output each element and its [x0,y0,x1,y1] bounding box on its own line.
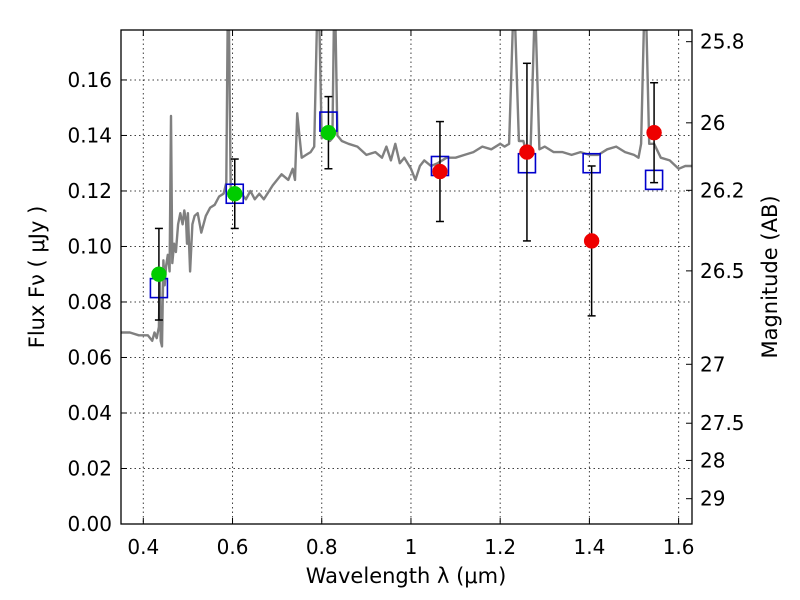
y-tick-label: 0.02 [67,456,112,480]
y-tick-label: 0.16 [67,68,112,92]
y2-tick-label: 28 [700,448,725,472]
y2-tick-label: 26 [700,111,725,135]
y-tick-label: 0.14 [67,123,112,147]
y2-axis-label: Magnitude (AB) [758,195,782,358]
x-tick-label: 1.2 [484,535,516,559]
y-tick-label: 0.04 [67,401,112,425]
data-point [646,124,662,141]
y-tick-label: 0.10 [67,234,112,258]
y2-tick-label: 29 [700,487,725,511]
y-tick-label: 0.08 [67,290,112,314]
y-tick-label: 0.06 [67,345,112,369]
data-point [432,163,448,180]
x-tick-label: 0.4 [127,535,159,559]
grid-lines [121,30,692,525]
spectrum-line [121,30,692,348]
data-point [519,144,535,160]
y-axis-label: Flux Fν ( μJy ) [25,206,49,349]
data-point [227,185,243,202]
data-point [151,266,167,282]
x-tick-label: 0.6 [217,535,249,559]
x-axis-label: Wavelength λ (μm) [306,564,507,588]
x-tick-label: 0.8 [306,535,338,559]
y2-tick-label: 25.8 [700,30,745,54]
plot-area [121,30,692,348]
axes-frame [120,29,693,525]
axis-ticks: 0.4 0.6 0.8 1 1.2 1.4 1.6 0.00 0.02 0.04 0.06 0.08 0… [67,30,744,559]
y2-tick-label: 26.5 [700,259,745,283]
y2-tick-label: 27 [700,352,725,376]
y-tick-label: 0.00 [67,512,112,536]
y2-tick-label: 26.2 [700,178,745,202]
x-tick-label: 1 [405,535,418,559]
x-tick-label: 1.4 [573,535,605,559]
y-tick-label: 0.12 [67,179,112,203]
data-point [583,233,600,249]
y2-tick-label: 27.5 [700,411,745,435]
x-tick-label: 1.6 [663,535,695,559]
data-point [320,124,337,141]
